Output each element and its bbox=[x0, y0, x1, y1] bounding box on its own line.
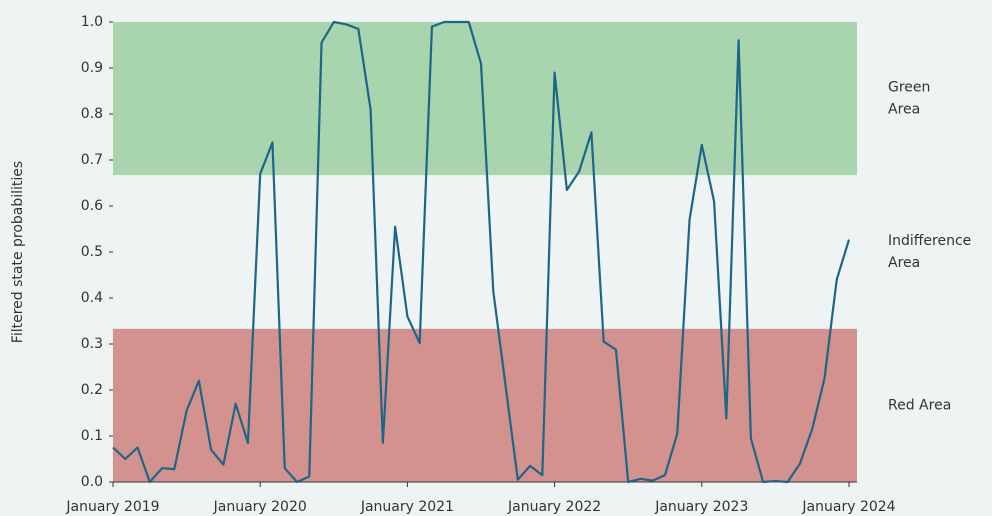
x-tick-label: January 2023 bbox=[654, 499, 748, 515]
y-tick-label: 0.2 bbox=[81, 382, 103, 398]
x-tick-label: January 2024 bbox=[801, 499, 895, 515]
y-tick-label: 0.1 bbox=[81, 428, 103, 444]
y-tick-label: 0.4 bbox=[81, 290, 103, 306]
y-tick-label: 0.6 bbox=[81, 198, 103, 214]
x-tick-label: January 2020 bbox=[213, 499, 307, 515]
x-tick-label: January 2022 bbox=[507, 499, 601, 515]
band-label: Red Area bbox=[888, 397, 951, 413]
y-tick-label: 0.3 bbox=[81, 336, 103, 352]
y-tick-label: 0.0 bbox=[81, 474, 103, 490]
data-line bbox=[112, 20, 851, 484]
y-tick-label: 0.7 bbox=[81, 152, 103, 168]
band-label: Indifference bbox=[888, 233, 971, 249]
x-tick-label: January 2019 bbox=[65, 499, 159, 515]
x-tick-label: January 2021 bbox=[360, 499, 454, 515]
band-label: Green bbox=[888, 80, 930, 96]
band-label: Area bbox=[888, 102, 920, 118]
y-tick-label: 1.0 bbox=[81, 14, 103, 30]
band-label: Area bbox=[888, 255, 920, 271]
y-tick-label: 0.8 bbox=[81, 106, 103, 122]
y-axis-label: Filtered state probabilities bbox=[10, 161, 26, 343]
y-tick-label: 0.5 bbox=[81, 244, 103, 260]
y-tick-label: 0.9 bbox=[81, 60, 103, 76]
